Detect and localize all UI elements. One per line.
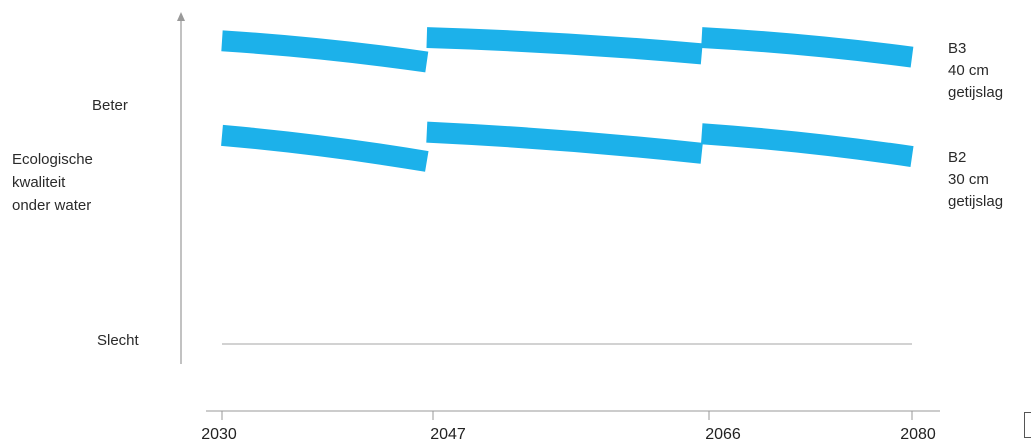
series-label-b3-line-2: 40 cm — [948, 62, 989, 79]
axes — [177, 12, 940, 420]
series-label-b2-line-1: B2 — [948, 149, 967, 166]
series-label-b2-line-2: 30 cm — [948, 171, 989, 188]
edge-bracket-mark — [1024, 412, 1031, 438]
series-label-b2: B2 30 cm getijslag — [948, 147, 1003, 213]
series-label-b2-line-3: getijslag — [948, 193, 1004, 210]
x-tick-label: 2066 — [705, 426, 741, 443]
series-b3-segment — [701, 27, 914, 68]
y-axis-label-line-3: onder water — [12, 197, 92, 214]
x-tick-label: 2030 — [201, 426, 237, 443]
series-bands — [221, 27, 914, 172]
series-b2-segment — [426, 121, 703, 164]
y-label-top: Beter — [92, 97, 128, 114]
series-b2-segment — [221, 124, 429, 172]
y-axis-label-line-1: Ecologische — [12, 151, 93, 168]
series-label-b3-line-1: B3 — [948, 40, 967, 57]
y-label-bottom: Slecht — [97, 332, 139, 349]
series-b2-segment — [700, 123, 914, 167]
y-axis-arrow — [177, 12, 185, 21]
y-axis-label: Ecologische kwaliteit onder water — [12, 148, 93, 217]
series-label-b3: B3 40 cm getijslag — [948, 38, 1003, 104]
series-b3-segment — [426, 27, 703, 65]
series-b3-segment — [221, 30, 429, 73]
x-tick-label: 2047 — [430, 426, 466, 443]
x-tick-label: 2080 — [900, 426, 936, 443]
y-axis-label-line-2: kwaliteit — [12, 174, 66, 191]
series-label-b3-line-3: getijslag — [948, 84, 1004, 101]
